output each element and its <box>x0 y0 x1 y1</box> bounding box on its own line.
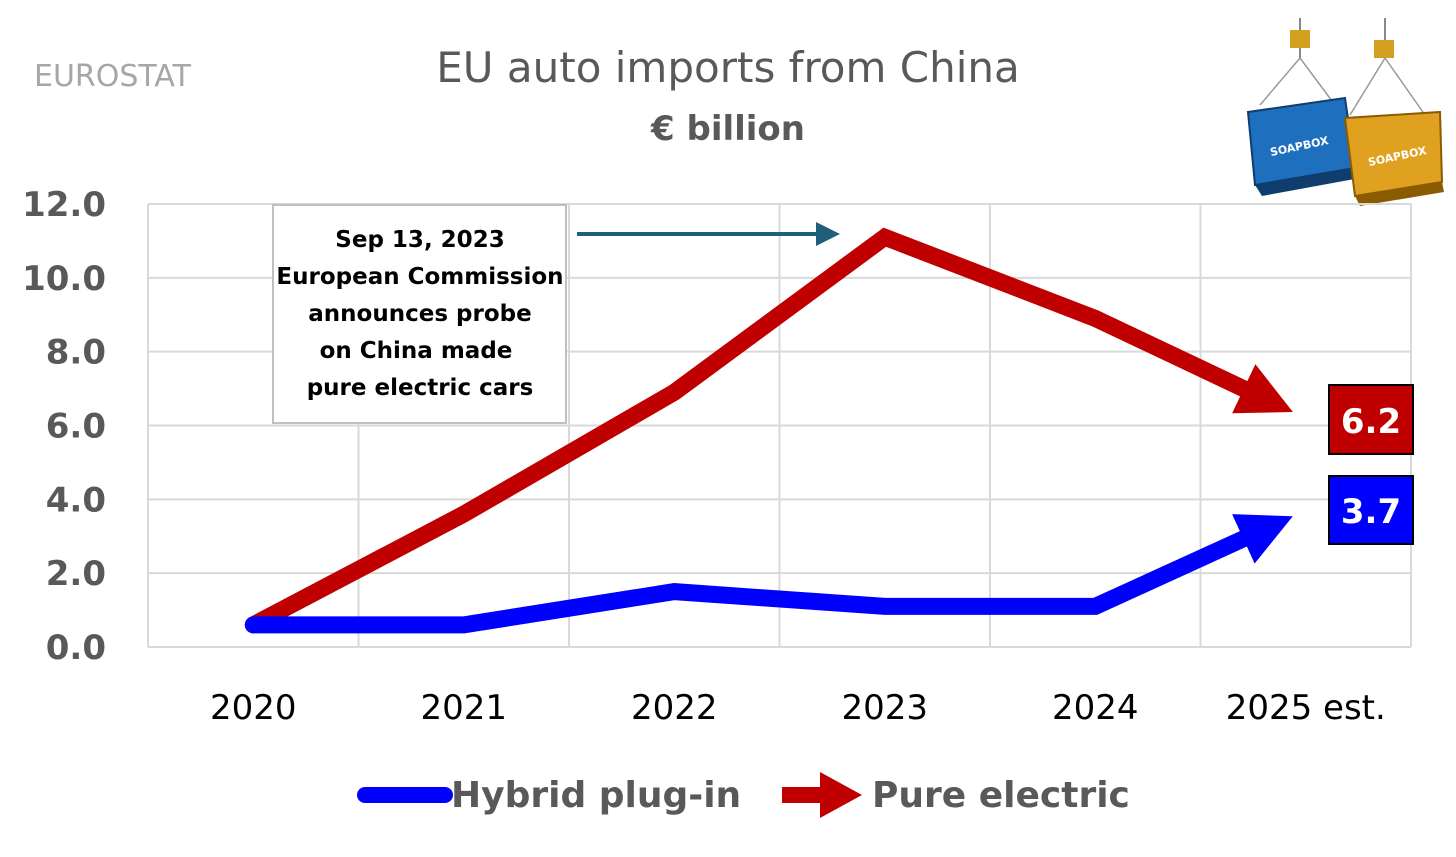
y-tick-label: 4.0 <box>46 480 106 520</box>
legend-label-pure-electric: Pure electric <box>872 775 1130 816</box>
chart-subtitle: € billion <box>650 109 805 149</box>
legend-arrow-pure-electric <box>820 772 862 818</box>
end-label-pure-electric: 6.2 <box>1328 384 1414 455</box>
end-label-hybrid: 3.7 <box>1328 475 1414 545</box>
x-tick-label: 2023 <box>841 688 928 728</box>
y-tick-label: 10.0 <box>22 259 106 299</box>
series-line-hybrid-plug-in <box>244 514 1293 634</box>
y-tick-label: 8.0 <box>46 333 106 373</box>
y-tick-label: 12.0 <box>22 185 106 225</box>
x-tick-label: 2024 <box>1052 688 1139 728</box>
end-label-pure-electric-text: 6.2 <box>1341 402 1401 442</box>
annotation-line-2: European Commission <box>276 264 563 290</box>
chart-title: EU auto imports from China <box>436 43 1019 92</box>
legend: Hybrid plug-in Pure electric <box>357 772 1130 818</box>
x-tick-label: 2025 est. <box>1226 688 1386 728</box>
x-tick-label: 2020 <box>210 688 297 728</box>
annotation-line-1: Sep 13, 2023 <box>335 227 504 253</box>
x-axis-ticks: 2020 2021 2022 2023 2024 2025 est. <box>210 688 1386 728</box>
x-tick-label: 2022 <box>631 688 718 728</box>
annotation-line-4: on China made <box>320 338 513 364</box>
legend-label-hybrid: Hybrid plug-in <box>451 775 741 816</box>
annotation: Sep 13, 2023 European Commission announc… <box>272 204 840 424</box>
x-tick-label: 2021 <box>420 688 507 728</box>
source-label: EUROSTAT <box>34 59 192 94</box>
y-tick-label: 0.0 <box>46 628 106 668</box>
annotation-line-5: pure electric cars <box>307 375 534 401</box>
y-tick-label: 2.0 <box>46 554 106 594</box>
series-line-pure-electric <box>244 227 1293 634</box>
annotation-line-3: announces probe <box>308 301 531 327</box>
y-axis-ticks: 0.0 2.0 4.0 6.0 8.0 10.0 12.0 <box>22 185 106 668</box>
shipping-containers-icon: SOAPBOX SOAPBOX <box>1246 18 1444 206</box>
y-tick-label: 6.0 <box>46 407 106 447</box>
series-group <box>244 227 1306 634</box>
end-label-hybrid-text: 3.7 <box>1341 492 1401 532</box>
annotation-box <box>272 204 567 424</box>
